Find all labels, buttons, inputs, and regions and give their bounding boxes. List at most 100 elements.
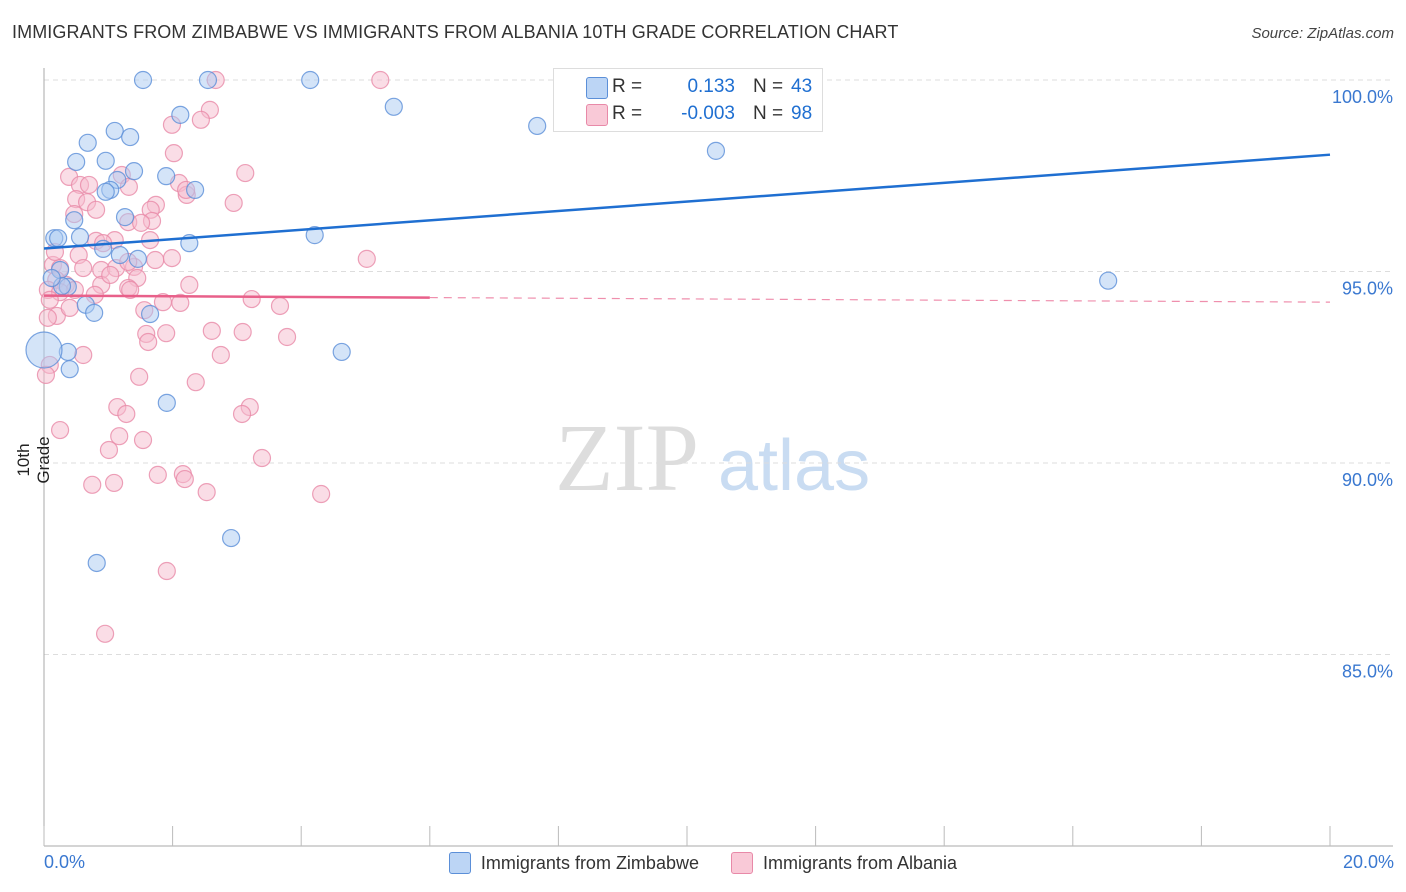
- zimbabwe-point: [222, 528, 241, 548]
- zimbabwe-point: [171, 105, 190, 124]
- y-tick-label: 100.0%: [1332, 87, 1393, 107]
- albania-point: [186, 373, 205, 392]
- legend-item-albania[interactable]: Immigrants from Albania: [730, 852, 957, 874]
- albania-point: [117, 404, 136, 424]
- x-tick-label-max: 20.0%: [1342, 852, 1394, 872]
- albania-point: [139, 332, 158, 352]
- albania-point: [180, 275, 199, 295]
- albania-point: [99, 440, 119, 460]
- stats-row-albania: R = -0.003 N = 98: [586, 101, 813, 127]
- albania-point: [83, 475, 102, 494]
- albania-point: [171, 293, 190, 313]
- albania-point: [40, 290, 59, 309]
- zimbabwe-point: [133, 70, 153, 90]
- albania-point: [74, 345, 93, 365]
- albania-point: [133, 430, 153, 450]
- albania-trend-line-dashed: [429, 296, 1331, 303]
- albania-point: [232, 404, 252, 424]
- zimbabwe-point: [140, 304, 160, 324]
- n-value: 43: [791, 76, 813, 97]
- zimbabwe-point: [105, 121, 124, 141]
- zimbabwe-point: [198, 70, 218, 90]
- albania-point: [95, 624, 115, 643]
- zimbabwe-point: [115, 208, 135, 227]
- albania-point: [104, 473, 124, 493]
- albania-point: [312, 484, 331, 504]
- zimbabwe-swatch: [586, 77, 608, 99]
- stats-legend: R = 0.133 N = 43 R = -0.003 N = 98: [553, 68, 823, 132]
- albania-point: [157, 324, 176, 343]
- albania-point: [101, 265, 120, 285]
- albania-trend-line: [43, 294, 430, 299]
- albania-point: [252, 448, 272, 468]
- legend-label: Immigrants from Zimbabwe: [480, 852, 699, 873]
- watermark-atlas: atlas: [718, 426, 870, 506]
- albania-point: [162, 248, 182, 268]
- zimbabwe-point: [128, 249, 147, 268]
- albania-point: [36, 365, 56, 385]
- zimbabwe-point: [528, 116, 547, 136]
- zimbabwe-point: [305, 226, 324, 245]
- zimbabwe-point: [67, 152, 86, 172]
- albania-point: [110, 427, 129, 446]
- y-tick-label: 85.0%: [1342, 662, 1393, 682]
- albania-swatch: [730, 852, 753, 874]
- zimbabwe-point: [157, 393, 176, 412]
- n-label: N =: [753, 76, 784, 97]
- zimbabwe-point: [85, 303, 104, 322]
- albania-swatch: [586, 104, 608, 126]
- zimbabwe-swatch: [448, 852, 471, 874]
- n-value: 98: [791, 103, 813, 124]
- albania-point: [131, 213, 151, 232]
- albania-point: [60, 298, 79, 317]
- zimbabwe-point: [96, 182, 115, 201]
- zimbabwe-point: [70, 227, 90, 247]
- albania-point: [146, 250, 165, 270]
- zimbabwe-point: [706, 141, 726, 160]
- zimbabwe-point: [65, 211, 84, 230]
- zimbabwe-point: [42, 268, 61, 288]
- albania-point: [224, 193, 243, 213]
- albania-point: [79, 175, 99, 195]
- albania-point: [357, 249, 376, 268]
- albania-point: [50, 420, 70, 440]
- zimbabwe-point: [1099, 271, 1118, 290]
- albania-point: [191, 110, 210, 129]
- x-tick-label-min: 0.0%: [44, 852, 86, 872]
- r-label: R =: [612, 103, 643, 124]
- albania-point: [211, 345, 230, 365]
- zimbabwe-point: [96, 151, 115, 170]
- zimbabwe-point: [110, 245, 129, 265]
- albania-point: [148, 465, 167, 484]
- zimbabwe-point: [78, 133, 97, 152]
- zimbabwe-point: [384, 97, 403, 116]
- albania-point: [74, 258, 93, 278]
- albania-point: [277, 327, 297, 347]
- albania-point: [164, 144, 183, 163]
- albania-point: [121, 280, 140, 299]
- chart-title: IMMIGRANTS FROM ZIMBABWE VS IMMIGRANTS F…: [12, 22, 899, 42]
- albania-point: [242, 289, 261, 309]
- stats-row-zimbabwe: R = 0.133 N = 43: [586, 74, 813, 100]
- n-label: N =: [753, 103, 784, 124]
- albania-point: [157, 561, 176, 581]
- zimbabwe-point: [301, 70, 320, 90]
- source-label: Source: ZipAtlas.com: [1251, 25, 1394, 42]
- zimbabwe-trend-line: [43, 153, 1331, 250]
- albania-point: [202, 321, 221, 340]
- albania-point: [270, 296, 290, 316]
- albania-point: [130, 367, 149, 386]
- albania-point: [236, 163, 255, 183]
- zimbabwe-point: [332, 342, 351, 362]
- r-value: 0.133: [687, 76, 735, 97]
- zimbabwe-point: [157, 167, 176, 186]
- legend: Immigrants from Zimbabwe Immigrants from…: [0, 852, 1406, 874]
- albania-point: [197, 483, 216, 502]
- albania-point: [233, 322, 252, 342]
- zimbabwe-point: [60, 360, 79, 379]
- legend-item-zimbabwe[interactable]: Immigrants from Zimbabwe: [448, 852, 699, 874]
- watermark-zip: ZIP: [555, 404, 699, 511]
- zimbabwe-point: [87, 553, 106, 573]
- albania-point: [86, 200, 106, 219]
